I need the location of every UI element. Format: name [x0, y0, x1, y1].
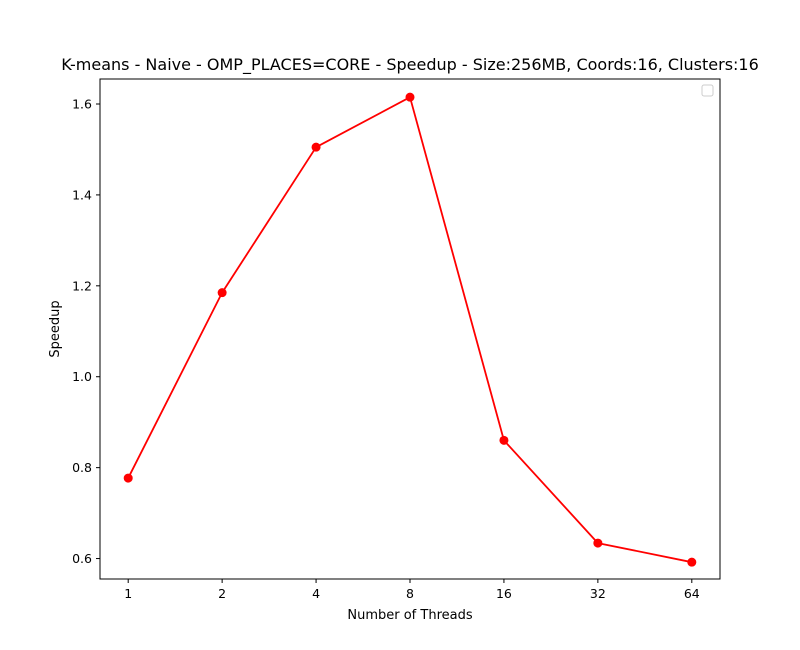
x-tick-label: 4: [312, 586, 320, 601]
x-tick-label: 16: [496, 586, 512, 601]
data-point: [217, 288, 227, 298]
y-tick-label: 0.6: [72, 551, 92, 566]
x-tick-label: 32: [590, 586, 606, 601]
data-point: [405, 92, 415, 102]
x-tick-label: 2: [218, 586, 226, 601]
data-point: [123, 473, 133, 483]
y-tick-label: 1.4: [72, 187, 92, 202]
legend-box: [701, 84, 714, 97]
plot-area: 1 2 4 8 16 32 64 0.6 0.8 1.0 1.2 1.4 1.6: [72, 92, 700, 601]
axes-frame: [99, 78, 721, 580]
y-tick-label: 0.8: [72, 460, 92, 475]
y-tick-label: 1.0: [72, 369, 92, 384]
y-tick-label: 1.2: [72, 278, 92, 293]
y-axis-label: Speedup: [48, 300, 63, 357]
data-point: [311, 142, 321, 152]
x-tick-label: 1: [124, 586, 132, 601]
x-tick-label: 64: [684, 586, 700, 601]
y-tick-label: 1.6: [72, 97, 92, 112]
data-point: [593, 538, 603, 548]
chart-title: K-means - Naive - OMP_PLACES=CORE - Spee…: [61, 55, 759, 75]
data-point: [499, 435, 509, 445]
x-tick-label: 8: [406, 586, 414, 601]
x-axis-label: Number of Threads: [347, 608, 472, 623]
data-point: [687, 557, 697, 567]
